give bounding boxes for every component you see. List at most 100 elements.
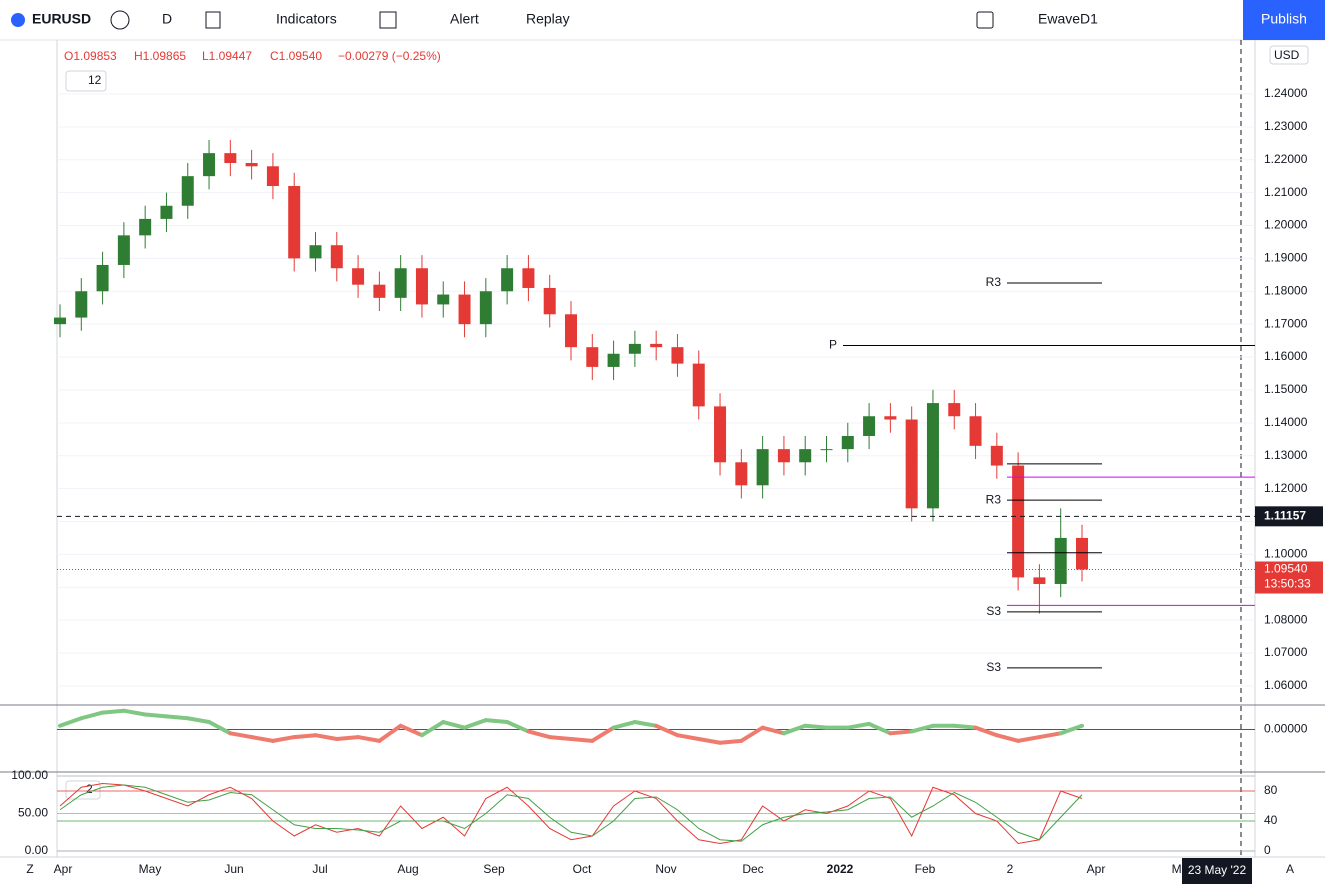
y-tick-label: 1.06000 — [1264, 678, 1308, 692]
oscillator-segment — [611, 720, 637, 730]
timezone-button[interactable]: Z — [26, 862, 33, 876]
candle-body — [990, 445, 1003, 466]
x-tick-label: Ma — [1172, 862, 1189, 876]
oscillator-segment — [270, 735, 297, 743]
replay[interactable]: Replay — [526, 11, 570, 27]
pivot-label: S3 — [986, 604, 1001, 618]
templates[interactable] — [379, 11, 397, 29]
candle-body — [671, 347, 684, 364]
candle-body — [245, 163, 258, 167]
candle-body — [1012, 465, 1025, 578]
y-tick-label: 1.10000 — [1264, 547, 1308, 561]
pane-count[interactable]: 2 — [86, 782, 93, 796]
layout-name[interactable]: EwaveD1 — [1038, 11, 1098, 27]
candle-body — [96, 264, 109, 292]
oscillator-segment — [462, 718, 488, 730]
y-tick-label: 1.07000 — [1264, 645, 1308, 659]
oscillator-segment — [79, 710, 105, 721]
candle-body — [777, 449, 790, 463]
candle-body — [586, 347, 599, 367]
fullscreen-toggle[interactable] — [976, 11, 994, 29]
indicators[interactable]: Indicators — [276, 11, 337, 27]
oscillator-segment — [419, 720, 446, 738]
oscillator-segment — [377, 723, 403, 743]
candle-body — [1054, 537, 1067, 584]
oscillator-segment — [143, 712, 169, 719]
currency[interactable]: USD — [1274, 48, 1300, 62]
oscillator-segment — [675, 733, 701, 741]
x-tick-label: Oct — [573, 862, 592, 876]
candle-body — [628, 343, 641, 354]
y-tick-label: 40 — [1264, 813, 1278, 827]
plot: 1.060001.070001.080001.090001.100001.110… — [11, 86, 1323, 876]
y-tick-label: 1.13000 — [1264, 448, 1308, 462]
publish-button[interactable] — [1243, 0, 1325, 40]
oscillator-segment — [505, 720, 531, 734]
y-tick-label: 1.22000 — [1264, 152, 1308, 166]
oscillator-segment — [121, 708, 148, 717]
oscillator-segment — [483, 718, 510, 725]
publish-label[interactable]: Publish — [1261, 11, 1307, 27]
candle-body — [565, 314, 577, 348]
oscillator-segment — [207, 720, 233, 736]
oscillator-segment — [1037, 731, 1063, 740]
candle-body — [224, 153, 237, 164]
oscillator-segment — [909, 723, 935, 734]
bar-countdown: 13:50:33 — [1264, 577, 1311, 591]
oscillator-segment — [739, 725, 765, 743]
crosshair-date: 23 May '22 — [1188, 863, 1247, 877]
symbol[interactable]: EURUSD — [32, 11, 91, 27]
y-tick-label: 80 — [1264, 783, 1278, 797]
interval[interactable]: D — [162, 11, 172, 27]
oscillator-segment — [867, 721, 893, 736]
candle-body — [352, 268, 365, 285]
x-tick-label: 2022 — [827, 862, 854, 876]
add-symbol[interactable] — [110, 10, 130, 30]
candle-body — [841, 435, 854, 450]
x-tick-label: Jul — [312, 862, 327, 876]
oscillator-segment — [526, 729, 552, 740]
stochastic-line — [59, 784, 1083, 842]
oscillator-segment — [356, 735, 382, 743]
oscillator-segment — [1016, 735, 1042, 743]
oscillator-segment — [654, 723, 680, 738]
candle-body — [863, 416, 876, 436]
alert[interactable]: Alert — [450, 11, 479, 27]
y-tick-label: 0 — [1264, 843, 1271, 857]
oscillator-segment — [803, 723, 829, 730]
x-tick-label: May — [139, 862, 162, 876]
left-tick-label: 0.00 — [25, 843, 49, 857]
candle-body — [288, 186, 301, 259]
oscillator-segment — [781, 723, 808, 736]
indicators-collapse[interactable] — [65, 70, 107, 92]
y-tick-label: 1.18000 — [1264, 283, 1308, 297]
y-tick-label: 1.23000 — [1264, 119, 1308, 133]
oscillator-segment — [1058, 723, 1084, 736]
ohlc-change: −0.00279 (−0.25%) — [338, 49, 441, 63]
crosshair-date-box — [1182, 858, 1252, 884]
currency-box[interactable] — [1269, 45, 1309, 65]
y-tick-label: 1.12000 — [1264, 481, 1308, 495]
oscillator-segment — [334, 735, 361, 741]
candle-body — [203, 153, 216, 177]
indicator-count[interactable]: 12 — [88, 73, 102, 87]
candle-body — [266, 166, 279, 187]
auto-scale-button[interactable]: A — [1286, 862, 1294, 876]
candle-body — [117, 235, 130, 265]
y-tick-label: 1.21000 — [1264, 185, 1308, 199]
x-tick-label: Nov — [655, 862, 676, 876]
pivot-label: P — [829, 338, 837, 352]
crosshair-price-box — [1255, 506, 1323, 527]
crosshair-price: 1.11157 — [1264, 508, 1306, 522]
chart-type[interactable] — [205, 11, 221, 29]
candle-body — [905, 419, 918, 509]
pivot-label: S3 — [986, 660, 1001, 674]
symbol-icon[interactable] — [11, 13, 25, 27]
x-tick-label: Dec — [742, 862, 763, 876]
candle-body — [54, 317, 66, 325]
oscillator-segment — [185, 716, 212, 725]
oscillator-segment — [888, 729, 914, 736]
candle-body — [75, 291, 88, 318]
